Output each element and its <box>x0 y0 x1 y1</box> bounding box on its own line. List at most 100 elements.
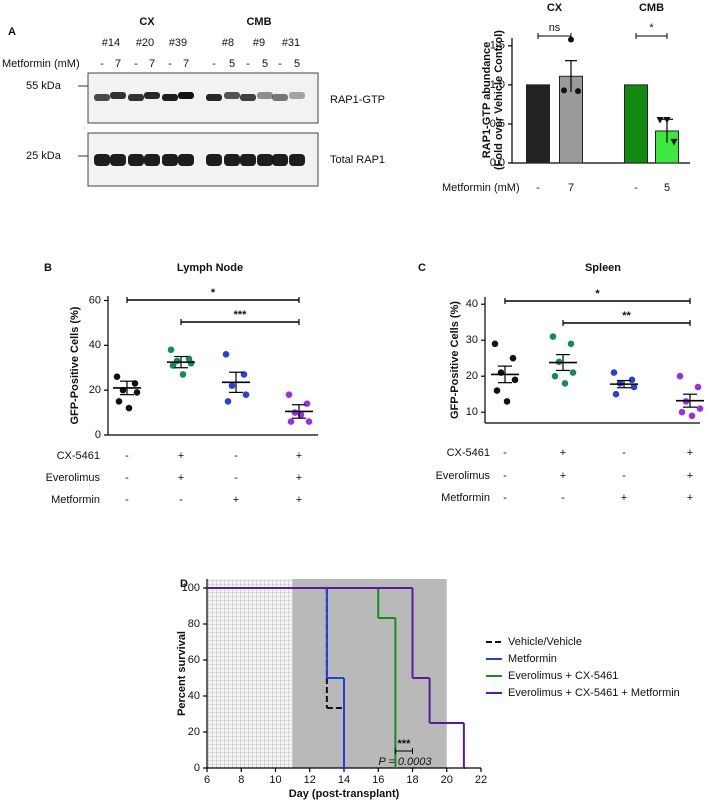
dose-label: 5 <box>229 58 235 70</box>
x-tick-label: - <box>536 182 540 194</box>
dose-label: 7 <box>115 58 121 70</box>
band <box>224 154 240 166</box>
data-point <box>167 346 175 354</box>
treatment-sign: - <box>234 450 238 462</box>
panel-label: A <box>8 26 16 38</box>
data-point <box>493 387 501 394</box>
y-tick-label: 80 <box>188 618 200 630</box>
treatment-sign: + <box>233 494 239 506</box>
treatment-sign: + <box>687 492 693 504</box>
clone-label: #14 <box>102 37 120 49</box>
data-point <box>612 390 620 398</box>
treatment-label: CX-5461 <box>447 447 490 459</box>
y-axis-title: (Fold over Vehicle Control) <box>493 30 505 170</box>
dose-label: - <box>278 58 282 70</box>
band <box>94 154 110 166</box>
treatment-sign: + <box>560 470 566 482</box>
data-point <box>242 391 250 398</box>
y-tick-label: 60 <box>89 294 101 306</box>
data-point <box>491 340 499 348</box>
band <box>178 92 194 99</box>
treatment-sign: + <box>687 447 693 459</box>
y-tick-label: 0.0 <box>490 157 505 169</box>
data-point <box>575 88 581 95</box>
treatment-sign: - <box>622 447 626 459</box>
treatment-sign: - <box>179 494 183 506</box>
data-point <box>561 87 567 94</box>
y-tick-label: 0 <box>194 762 200 774</box>
dose-label: 5 <box>262 58 268 70</box>
annotation: *** <box>398 738 412 750</box>
legend-label: Metformin <box>508 653 557 665</box>
treatment-sign: + <box>296 450 302 462</box>
data-point <box>663 117 671 124</box>
panel-label: D <box>180 578 188 590</box>
data-point <box>568 36 574 43</box>
significance-label: *** <box>234 309 248 321</box>
band <box>162 94 178 101</box>
y-tick-label: 40 <box>89 339 101 351</box>
data-point <box>133 389 141 396</box>
data-point <box>567 340 575 348</box>
dose-label: - <box>212 58 216 70</box>
data-point <box>222 350 230 358</box>
y-tick-label: 100 <box>182 582 200 594</box>
data-point <box>561 380 569 387</box>
y-tick-label: 0 <box>95 429 101 441</box>
data-point <box>569 369 577 376</box>
y-axis-title: Percent survival <box>176 631 188 716</box>
dose-label: 7 <box>149 58 155 70</box>
data-point <box>125 404 133 412</box>
treatment-sign: + <box>560 447 566 459</box>
data-point <box>115 398 123 405</box>
dose-label: 7 <box>183 58 189 70</box>
y-tick-label: 1.0 <box>490 79 505 91</box>
treatment-label: Metformin <box>51 494 100 506</box>
x-tick-label: 20 <box>441 774 453 786</box>
clone-label: #31 <box>282 37 300 49</box>
treatment-sign: - <box>125 472 129 484</box>
x-tick-label: 7 <box>568 182 574 194</box>
y-tick-label: 0.5 <box>490 118 505 130</box>
band <box>178 154 194 166</box>
treatment-sign: - <box>125 450 129 462</box>
significance-label: ns <box>549 22 561 34</box>
data-point <box>511 376 519 384</box>
band <box>144 92 160 99</box>
data-point <box>228 382 236 389</box>
treatment-sign: - <box>561 492 565 504</box>
band <box>224 92 240 99</box>
hatched-span <box>207 579 293 768</box>
panel-label: B <box>44 262 52 274</box>
band <box>240 154 256 166</box>
x-tick-label: 14 <box>338 774 350 786</box>
band <box>110 154 126 166</box>
treatment-label: CX-5461 <box>57 450 100 462</box>
treatment-label: Metformin (mM) <box>2 58 80 70</box>
data-point <box>287 418 295 425</box>
x-tick-label: 16 <box>372 774 384 786</box>
y-axis-title: RAP1-GTP abundance <box>481 42 493 159</box>
band-label: RAP1-GTP <box>330 94 385 106</box>
band <box>272 94 288 101</box>
treatment-sign: + <box>621 492 627 504</box>
y-tick-label: 1.5 <box>490 40 505 52</box>
treatment-sign: - <box>503 470 507 482</box>
data-point <box>509 354 517 362</box>
data-point <box>285 391 293 398</box>
band <box>144 154 160 166</box>
data-point <box>676 372 684 380</box>
data-point <box>694 383 702 391</box>
x-tick-label: 8 <box>238 774 244 786</box>
clone-label: #9 <box>253 37 265 49</box>
y-axis-title: GFP-Positive Cells (%) <box>449 301 461 419</box>
x-tick-label: 5 <box>664 182 670 194</box>
significance-label: * <box>595 288 600 300</box>
annotation: P = 0.0003 <box>378 756 432 768</box>
dose-label: - <box>100 58 104 70</box>
band <box>206 154 222 166</box>
clone-label: #39 <box>169 37 187 49</box>
data-point <box>670 138 678 146</box>
band <box>257 92 273 99</box>
y-tick-label: 10 <box>466 406 478 418</box>
